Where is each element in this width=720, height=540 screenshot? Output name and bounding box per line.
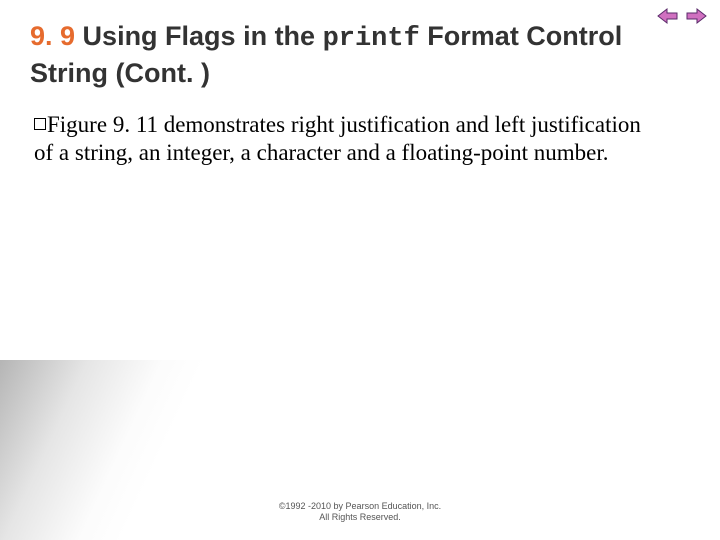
prev-button[interactable] [656,6,680,26]
title-part-1: Using Flags in the [75,21,323,51]
slide-container: 9. 9 Using Flags in the printf Format Co… [0,0,720,540]
slide-heading: 9. 9 Using Flags in the printf Format Co… [30,20,690,91]
next-button[interactable] [684,6,708,26]
body-main: 9. 11 demonstrates right justification a… [34,112,641,166]
copyright-block: ©1992 -2010 by Pearson Education, Inc. A… [0,501,720,524]
title-mono: printf [323,24,420,54]
arrow-right-icon [685,7,707,25]
arrow-left-icon [657,7,679,25]
section-number: 9. 9 [30,21,75,51]
bullet-square-icon [34,118,46,130]
copyright-line-1: ©1992 -2010 by Pearson Education, Inc. [0,501,720,513]
nav-controls [656,6,708,26]
body-paragraph: Figure 9. 11 demonstrates right justific… [30,111,690,169]
body-prefix: Figure [47,112,107,137]
copyright-line-2: All Rights Reserved. [0,512,720,524]
